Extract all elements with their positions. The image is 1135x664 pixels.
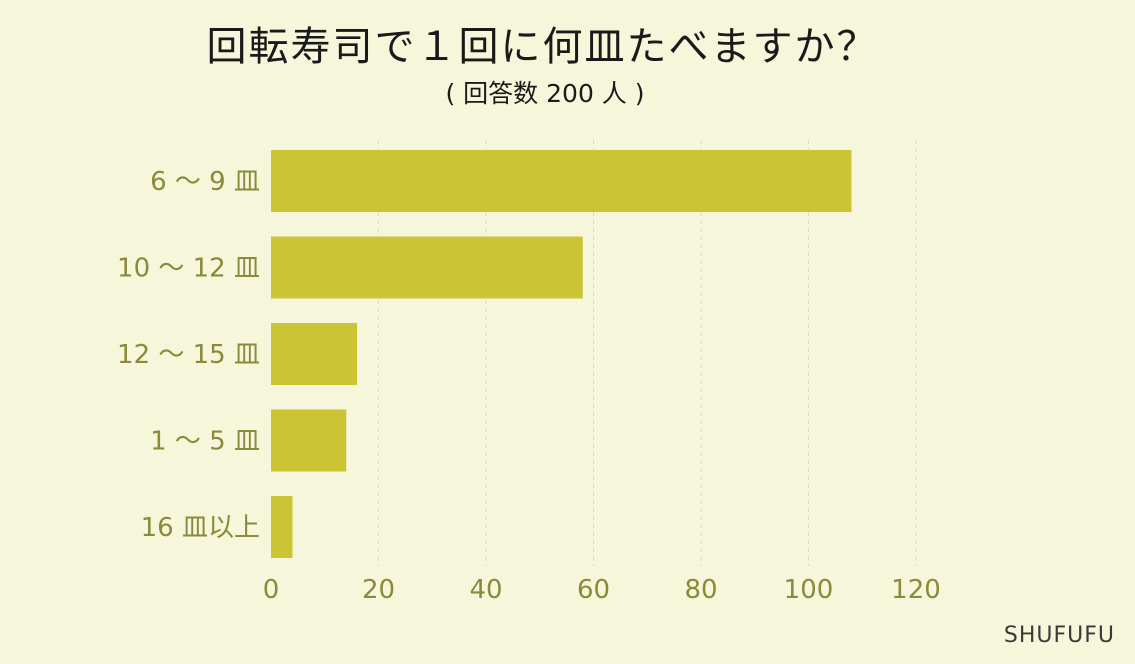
x-tick-label: 0 <box>263 575 280 605</box>
bar-layer <box>271 150 852 558</box>
x-tick-label: 80 <box>684 575 717 605</box>
bar <box>271 496 293 558</box>
x-tick-label: 20 <box>362 575 395 605</box>
brand-logo: SHUFUFU <box>1003 623 1115 648</box>
category-label: 1 〜 5 皿 <box>150 427 260 457</box>
grid-layer <box>378 140 917 566</box>
category-labels: 6 〜 9 皿 10 〜 12 皿 12 〜 15 皿 1 〜 5 皿 16 皿以上 <box>117 167 260 543</box>
category-label: 12 〜 15 皿 <box>117 340 260 370</box>
x-tick-label: 60 <box>577 575 610 605</box>
bar <box>271 323 357 385</box>
category-label: 16 皿以上 <box>141 513 260 543</box>
chart-title: 回転寿司で１回に何皿たべますか？ <box>206 24 879 70</box>
category-label: 10 〜 12 皿 <box>117 254 260 284</box>
x-tick-label: 40 <box>469 575 502 605</box>
bar <box>271 236 583 299</box>
x-tick-label: 100 <box>784 575 834 605</box>
bar <box>271 409 347 472</box>
x-tick-labels: 0 20 40 60 80 100 120 <box>263 575 941 605</box>
bar <box>271 150 852 212</box>
category-label: 6 〜 9 皿 <box>150 167 260 197</box>
x-tick-label: 120 <box>891 575 941 605</box>
chart-subtitle: ( 回答数 200 人 ) <box>445 79 645 108</box>
